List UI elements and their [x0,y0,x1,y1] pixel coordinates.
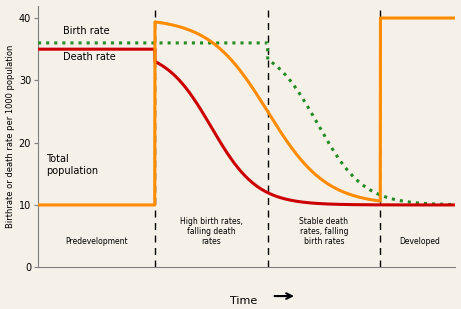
Text: Stable death
rates, falling
birth rates: Stable death rates, falling birth rates [300,217,349,246]
Text: Total
population: Total population [47,154,99,176]
Text: Death rate: Death rate [63,53,116,62]
Text: Time: Time [230,296,257,306]
Text: Predevelopment: Predevelopment [65,237,128,246]
Y-axis label: Birthrate or death rate per 1000 population: Birthrate or death rate per 1000 populat… [6,45,15,228]
Text: Developed: Developed [400,237,440,246]
Text: Birth rate: Birth rate [63,26,110,36]
Text: High birth rates,
falling death
rates: High birth rates, falling death rates [180,217,243,246]
